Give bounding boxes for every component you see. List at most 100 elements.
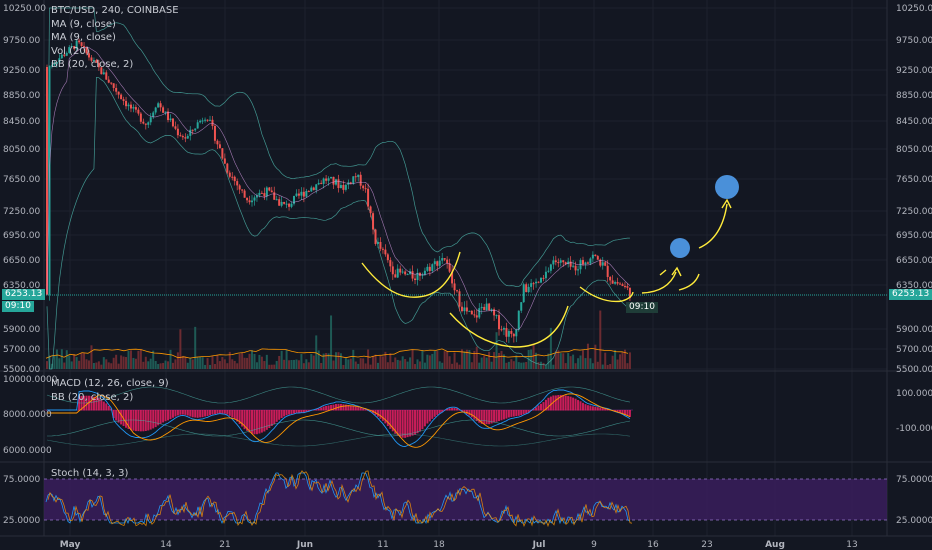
volume-bar [498, 352, 501, 369]
candle-body [614, 282, 617, 284]
y-axis-right: 10250.00 9750.00 9250.00 8850.00 8450.00 8050… [896, 4, 932, 375]
indicator-macd[interactable]: MACD (12, 26, close, 9) [51, 378, 169, 389]
candle-body [352, 176, 355, 184]
macd-histogram-bar [327, 405, 330, 411]
candle-body [265, 187, 268, 197]
macd-histogram-bar [127, 410, 130, 430]
volume-bar [139, 349, 142, 369]
volume-bar [515, 355, 518, 369]
candle-body [428, 266, 431, 271]
macd-histogram-bar [448, 408, 451, 411]
y-tick-left: 9750.00 [3, 36, 40, 46]
volume-bar [53, 356, 56, 369]
macd-histogram-bar [241, 410, 244, 427]
volume-bar [75, 357, 78, 369]
candle-body [493, 309, 496, 316]
candle-body [549, 264, 552, 271]
candle-body [406, 274, 409, 276]
volume-bar [488, 351, 491, 369]
candle-body [90, 57, 93, 61]
macd-histogram-bar [594, 406, 597, 411]
volume-bar [65, 350, 68, 369]
candle-body [236, 181, 239, 186]
macd-histogram-bar [426, 410, 429, 424]
macd-histogram-bar [418, 410, 421, 432]
volume-bar [273, 364, 276, 369]
candle-body [184, 137, 187, 139]
symbol-title[interactable]: BTC/USD, 240, COINBASE [51, 5, 179, 16]
indicator-ma-2[interactable]: MA (9, close) [51, 32, 116, 43]
indicator-ma-1[interactable]: MA (9, close) [51, 18, 116, 30]
stoch-tick-left: 75.0000 [3, 475, 40, 485]
indicator-macd-bb[interactable]: BB (20, close, 2) [51, 391, 134, 403]
volume-bar [117, 363, 120, 369]
macd-histogram-bar [164, 410, 167, 422]
candle-body [349, 182, 352, 184]
macd-histogram-bar [295, 410, 298, 413]
macd-histogram-bar [162, 410, 165, 423]
macd-histogram-bar [176, 410, 179, 416]
candle-body [401, 271, 404, 273]
candle-body [196, 122, 199, 129]
candle-body [132, 107, 135, 109]
volume-bar [315, 335, 318, 369]
volume-bar [480, 357, 483, 369]
indicator-stoch[interactable]: Stoch (14, 3, 3) [51, 468, 129, 479]
target-circle-1 [670, 238, 690, 258]
y-axis-left: 10250.00 9750.00 9250.00 8850.00 8450.00 8050… [3, 4, 46, 375]
indicator-bb[interactable]: BB (20, close, 2) [51, 59, 134, 70]
volume-bar [270, 364, 273, 369]
macd-histogram-bar [619, 410, 622, 413]
y-tick-right: 6650.00 [896, 256, 932, 266]
volume-bar [137, 350, 140, 369]
candle-body [369, 206, 372, 214]
macd-histogram-bar [480, 410, 483, 424]
candle-body [144, 123, 147, 125]
volume-bar [606, 364, 609, 369]
candle-body [176, 128, 179, 136]
volume-bar [544, 364, 547, 369]
volume-bar [246, 357, 249, 369]
signal-line [47, 393, 631, 448]
x-tick: 18 [433, 540, 445, 550]
candle-body [502, 328, 505, 330]
candle-body [389, 260, 392, 267]
volume-bar [78, 360, 81, 369]
macd-histogram-bar [107, 405, 110, 411]
candle-body [100, 67, 103, 75]
candle-body [288, 203, 291, 207]
candle-body [416, 272, 419, 281]
macd-histogram-bar [525, 410, 528, 414]
volume-bar [581, 350, 584, 369]
candle-body [312, 187, 315, 191]
indicator-vol[interactable]: Vol (20) [51, 45, 90, 57]
volume-bar [241, 352, 244, 369]
volume-bar [409, 357, 412, 369]
candle-body [532, 283, 535, 285]
candle-body [280, 201, 283, 206]
macd-histogram-bar [495, 410, 498, 422]
candle-body [332, 176, 335, 185]
macd-histogram-bar [362, 408, 365, 411]
candle-body [537, 281, 540, 283]
macd-histogram-bar [300, 410, 303, 413]
volume-bar [601, 364, 604, 369]
cup-curve-right [579, 286, 634, 303]
candle-body [616, 282, 619, 284]
candle-body [391, 266, 394, 275]
candle-body [322, 178, 325, 184]
macd-histogram-bar [137, 410, 140, 432]
candle-body [376, 241, 379, 244]
volume-bar [209, 364, 212, 369]
volume-bar [520, 362, 523, 369]
volume-bar [204, 364, 207, 369]
volume-bar [73, 354, 76, 369]
candle-body [297, 193, 300, 196]
volume-bar [614, 350, 617, 369]
candle-body [233, 176, 236, 182]
candle-body [354, 176, 357, 178]
macd-panel: 100.0000 -100.0000 10000.0000 8000.0000 6000… [3, 375, 932, 456]
volume-bar [456, 362, 459, 369]
volume-bar [221, 357, 224, 369]
